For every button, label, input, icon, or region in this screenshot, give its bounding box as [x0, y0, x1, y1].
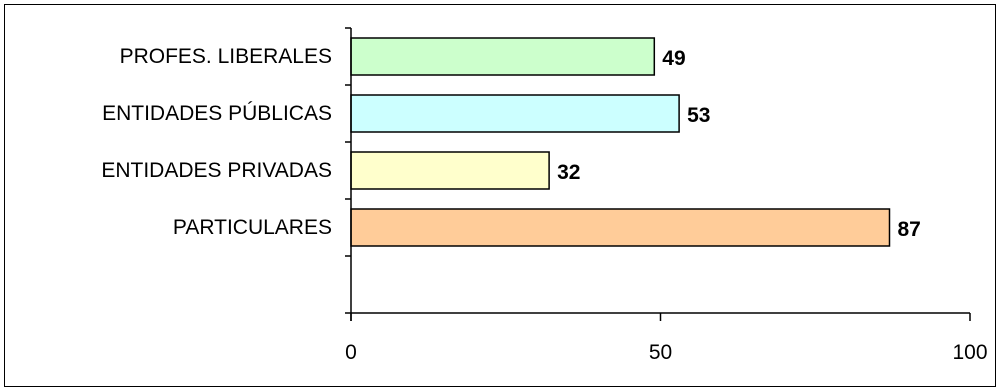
category-label: PROFES. LIBERALES — [120, 45, 332, 68]
axes-layer: 0 50 100 — [345, 27, 988, 364]
data-label: 53 — [687, 104, 710, 127]
x-tick-label: 0 — [345, 341, 357, 364]
bar — [350, 208, 891, 247]
x-tick-label: 50 — [649, 341, 672, 364]
data-label: 32 — [557, 161, 580, 184]
category-label: PARTICULARES — [173, 216, 332, 239]
category-label: ENTIDADES PRIVADAS — [101, 159, 332, 182]
data-label: 49 — [662, 47, 685, 70]
bar — [350, 151, 550, 190]
bars-layer — [350, 37, 891, 247]
category-label: ENTIDADES PÚBLICAS — [102, 102, 332, 125]
bar — [350, 37, 656, 76]
bar — [350, 94, 680, 133]
data-label: 87 — [898, 218, 921, 241]
x-tick-label: 100 — [952, 341, 987, 364]
labels-layer: PROFES. LIBERALES 49 ENTIDADES PÚBLICAS 53 E… — [101, 45, 921, 241]
